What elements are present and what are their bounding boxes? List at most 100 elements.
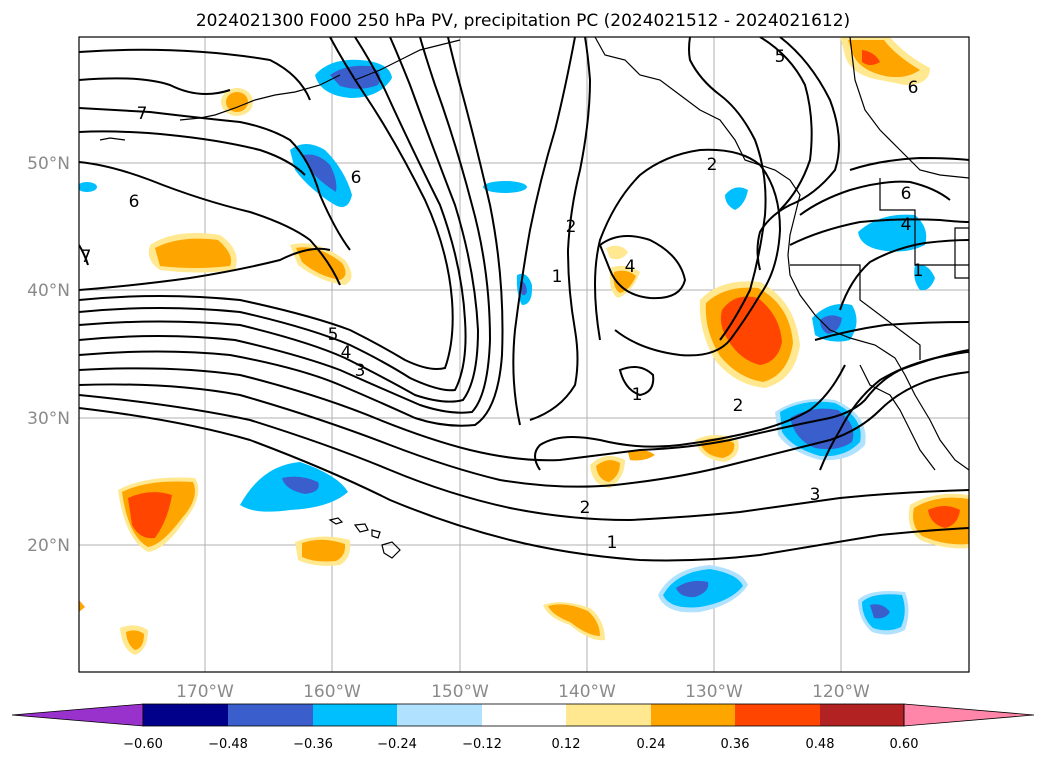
- pv-label-2-north: 2: [707, 155, 718, 175]
- coastlines: [99, 37, 969, 559]
- pv-contour: [79, 371, 969, 488]
- colorbar-tick-label: 0.60: [890, 737, 919, 752]
- pv-contour: [79, 349, 969, 462]
- latitude-labels: 50°N 40°N 30°N 20°N: [27, 154, 70, 556]
- colorbar-segment: [313, 704, 397, 726]
- precip-blob: [613, 270, 636, 293]
- map-background: [79, 37, 969, 672]
- pv-label-5-north: 5: [775, 47, 786, 67]
- hawaii-island: [328, 517, 344, 525]
- hawaii-island: [353, 523, 369, 533]
- hawaii-island: [371, 529, 381, 539]
- precip-blob: [79, 182, 97, 192]
- pv-contour: [79, 130, 306, 176]
- pv-contour: [79, 37, 492, 414]
- pv-label-6-coast: 6: [901, 184, 912, 204]
- precip-blob: [548, 604, 600, 636]
- north-america-coast: [594, 37, 969, 471]
- coast-north: [849, 37, 969, 179]
- precip-blob: [858, 214, 927, 252]
- pv-contour: [79, 77, 231, 95]
- precip-blob: [226, 92, 248, 112]
- pv-label-6-central: 6: [351, 168, 362, 188]
- pv-contour: [756, 37, 840, 271]
- lon-label-140w: 140°W: [558, 682, 616, 702]
- lon-label-170w: 170°W: [176, 682, 234, 702]
- precip-blob: [848, 40, 920, 78]
- pv-contour: [529, 37, 592, 421]
- pv-contour-labels: 7 6 7 6 5 4 3 2 1 2 5 6 6 4 1 4 1 2 3 2: [81, 47, 924, 553]
- longitude-labels: 170°W 160°W 150°W 140°W 130°W 120°W: [176, 682, 870, 702]
- colorbar-extend-low: [11, 703, 144, 727]
- map-panel: 7 6 7 6 5 4 3 2 1 2 5 6 6 4 1 4 1 2 3 2: [27, 36, 970, 702]
- precip-blob: [628, 450, 655, 461]
- lon-label-120w: 120°W: [812, 682, 870, 702]
- precip-blob: [596, 460, 620, 482]
- colorbar-segment: [397, 704, 482, 726]
- precip-blob: [79, 600, 85, 612]
- pv-contour: [614, 329, 731, 357]
- pv-contour: [759, 37, 813, 211]
- pv-label-1-center: 1: [632, 385, 643, 405]
- state-boundaries: [879, 178, 969, 266]
- colorbar-tick-label: −0.48: [208, 737, 248, 752]
- pv-label-1-coast: 1: [913, 261, 924, 281]
- colorbar-tick-label: −0.12: [462, 737, 502, 752]
- colorbar-tick-label: −0.60: [123, 737, 163, 752]
- precip-blob: [330, 65, 381, 89]
- precip-blob: [725, 187, 748, 210]
- pv-contour: [79, 37, 454, 370]
- colorbar-frame: [142, 703, 905, 727]
- lon-label-150w: 150°W: [431, 682, 489, 702]
- precip-blob: [303, 154, 337, 192]
- precip-blob: [282, 476, 319, 494]
- pv-contour: [819, 351, 969, 471]
- pv-label-5-west: 5: [328, 325, 339, 345]
- pv-label-4-center: 4: [625, 257, 636, 277]
- lat-label-40n: 40°N: [27, 281, 70, 301]
- precip-blob: [302, 539, 346, 562]
- colorbar-segment: [482, 704, 566, 726]
- lon-label-130w: 130°W: [685, 682, 743, 702]
- pv-contour: [79, 37, 480, 403]
- colorbar-segment: [735, 704, 820, 726]
- pv-contour: [598, 235, 687, 300]
- pv-contour: [789, 218, 969, 246]
- pv-contour: [688, 37, 767, 341]
- pv-contour: [79, 48, 311, 101]
- precip-blob: [862, 50, 880, 65]
- colorbar-ticks: −0.60 −0.48 −0.36 −0.24 −0.12 0.12 0.24 …: [123, 737, 918, 752]
- baja-california: [859, 364, 936, 471]
- pv-label-7-edge: 7: [81, 247, 92, 267]
- pv-label-6-ne: 6: [908, 78, 919, 98]
- pv-contour: [79, 244, 89, 266]
- precip-blob: [128, 492, 172, 539]
- pv-label-2-mid: 2: [566, 217, 577, 237]
- colorbar-segment: [566, 704, 651, 726]
- lat-label-30n: 30°N: [27, 409, 70, 429]
- colorbar-tick-label: 0.36: [721, 737, 750, 752]
- state-boundary-ca: [790, 264, 921, 360]
- precip-blob: [820, 315, 842, 334]
- aleutian-islands: [179, 74, 341, 121]
- map-frame: [78, 36, 970, 673]
- colorbar-segment: [651, 704, 735, 726]
- pv-contour: [814, 321, 969, 341]
- precip-anomaly-fill: [79, 37, 969, 655]
- pv-contour: [79, 247, 331, 291]
- map-title: 2024021300 F000 250 hPa PV, precipitatio…: [196, 11, 850, 31]
- hawaii-big-island: [381, 541, 401, 559]
- pv-contour: [594, 148, 782, 341]
- colorbar: −0.60 −0.48 −0.36 −0.24 −0.12 0.12 0.24 …: [11, 703, 1035, 752]
- colorbar-segment: [143, 704, 228, 726]
- colorbar-tick-label: −0.24: [377, 737, 417, 752]
- colorbar-segment: [820, 704, 904, 726]
- pv-label-3-west: 3: [355, 361, 366, 381]
- pv-label-3-south: 3: [810, 485, 821, 505]
- precip-blob: [155, 238, 232, 268]
- precip-blob: [606, 245, 628, 260]
- pv-contour: [618, 365, 655, 397]
- pv-label-2-south: 2: [733, 396, 744, 416]
- colorbar-extend-high: [903, 703, 1035, 727]
